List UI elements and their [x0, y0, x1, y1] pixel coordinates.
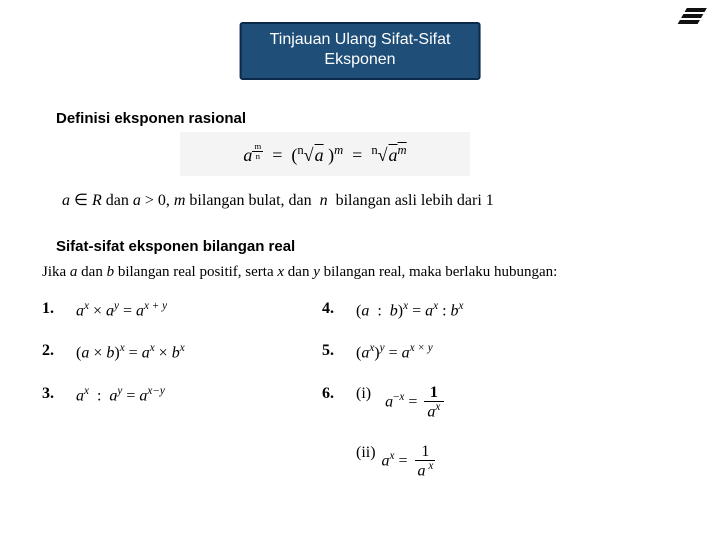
rule-3: 3. ax : ay = ax−y [42, 385, 322, 480]
equation-content: amn = (n√a )m = n√am [243, 142, 406, 166]
rule-expression: (a : b)x = ax : bx [356, 300, 464, 320]
properties-intro: Jika a dan b bilangan real positif, sert… [42, 264, 690, 281]
rule-6-i-expression: a−x = 1ax [385, 385, 446, 420]
corner-icon [674, 6, 710, 37]
rule-2: 2. (a × b)x = ax × bx [42, 342, 322, 362]
rule-number: 2. [42, 342, 62, 360]
definition-condition: a ∈ R dan a > 0, m bilangan bulat, dan n… [62, 190, 690, 210]
rule-expression: (ax)y = ax × y [356, 342, 433, 362]
rule-number: 1. [42, 300, 62, 318]
rule-number: 4. [322, 300, 342, 318]
section-heading-definition: Definisi eksponen rasional [56, 110, 246, 127]
section-heading-properties: Sifat-sifat eksponen bilangan real [56, 238, 295, 255]
rules-grid: 1. ax × ay = ax + y 4. (a : b)x = ax : b… [42, 300, 690, 479]
title-line-1: Tinjauan Ulang Sifat-Sifat [270, 30, 451, 50]
rule-6-ii-label: (ii) [356, 444, 376, 479]
rule-6: 6. (i) a−x = 1ax (ii) ax = 1a x [322, 385, 690, 480]
rule-6-i-label: (i) [356, 385, 371, 420]
rule-expression: (a × b)x = ax × bx [76, 342, 185, 362]
rule-1: 1. ax × ay = ax + y [42, 300, 322, 320]
rule-number: 6. [322, 385, 342, 403]
rule-6-ii-expression: ax = 1a x [382, 444, 440, 479]
equation-definition: amn = (n√a )m = n√am [180, 132, 470, 176]
rule-number: 5. [322, 342, 342, 360]
page-title-banner: Tinjauan Ulang Sifat-Sifat Eksponen [240, 22, 481, 80]
rule-number: 3. [42, 385, 62, 403]
rule-4: 4. (a : b)x = ax : bx [322, 300, 690, 320]
title-line-2: Eksponen [270, 50, 451, 70]
rule-expression: ax : ay = ax−y [76, 385, 165, 405]
rule-expression: ax × ay = ax + y [76, 300, 167, 320]
rule-5: 5. (ax)y = ax × y [322, 342, 690, 362]
